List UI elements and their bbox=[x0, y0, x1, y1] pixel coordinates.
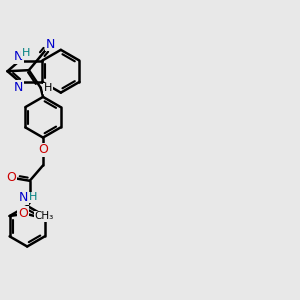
Text: N: N bbox=[19, 191, 28, 204]
Text: CH₃: CH₃ bbox=[35, 212, 54, 221]
Text: H: H bbox=[22, 48, 31, 59]
Text: O: O bbox=[38, 143, 48, 157]
Text: N: N bbox=[14, 50, 23, 63]
Text: H: H bbox=[29, 192, 38, 202]
Text: O: O bbox=[18, 207, 28, 220]
Text: N: N bbox=[46, 38, 55, 51]
Text: O: O bbox=[6, 171, 16, 184]
Text: N: N bbox=[14, 81, 23, 94]
Text: H: H bbox=[44, 83, 52, 93]
